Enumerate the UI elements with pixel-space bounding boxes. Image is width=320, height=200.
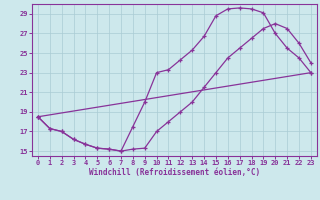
X-axis label: Windchill (Refroidissement éolien,°C): Windchill (Refroidissement éolien,°C) [89, 168, 260, 177]
